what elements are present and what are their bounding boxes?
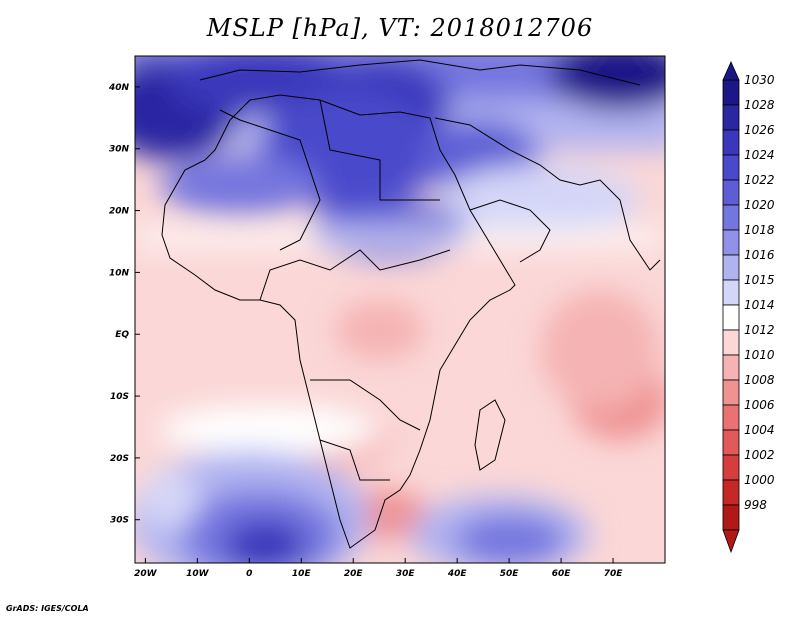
pressure-field (135, 56, 665, 563)
lon-tick-label: 30E (396, 569, 416, 579)
colorbar-label: 1012 (744, 323, 775, 337)
lat-tick-label: 30N (109, 145, 130, 155)
colorbar-swatch (722, 179, 740, 206)
colorbar-label: 1022 (744, 173, 775, 187)
coastlines (161, 59, 661, 549)
lat-tick-label: 10N (109, 268, 130, 278)
lat-tick-label: 20S (110, 454, 129, 464)
colorbar-label: 1014 (744, 298, 775, 312)
plot-frame (134, 55, 666, 564)
colorbar-swatch (722, 79, 740, 106)
lon-tick-label: 70E (604, 569, 624, 579)
colorbar-swatch (722, 429, 740, 456)
lon-tick-label: 0 (246, 569, 252, 579)
colorbar-swatch (722, 379, 740, 406)
colorbar-swatch (722, 304, 740, 331)
lon-tick-label: 10W (186, 569, 210, 579)
grads-credit: GrADS: IGES/COLA (6, 604, 89, 613)
lat-tick-label: 20N (109, 207, 130, 217)
colorbar-swatch (722, 154, 740, 181)
colorbar-label: 1002 (744, 448, 775, 462)
colorbar-swatch (722, 254, 740, 281)
colorbar-swatch (722, 504, 740, 531)
colorbar-swatch (722, 479, 740, 506)
colorbar-label: 1008 (744, 373, 775, 387)
lon-tick-label: 40E (447, 569, 468, 579)
lon-tick-label: 20W (134, 569, 158, 579)
colorbar-swatch (722, 354, 740, 381)
colorbar-swatch (722, 329, 740, 356)
colorbar-label: 1028 (744, 98, 775, 112)
colorbar-label: 1024 (744, 148, 775, 162)
colorbar-label: 1016 (744, 248, 775, 262)
lat-tick-label: 30S (110, 516, 129, 526)
latitude-axis: 40N 30N 20N 10N EQ 10S 20S 30S (108, 83, 140, 526)
colorbar-swatch (722, 229, 740, 256)
lon-tick-label: 60E (552, 569, 572, 579)
longitude-axis: 20W 10W 0 10E 20E 30E 40E 50E 60E 70E (134, 558, 623, 579)
colorbar-bottom-arrow (722, 529, 740, 554)
colorbar-label: 1030 (744, 73, 775, 87)
colorbar-label: 1015 (744, 273, 775, 287)
colorbar: 1030 1028 1026 1024 1022 1020 1018 1016 1015 1014… (722, 61, 775, 554)
colorbar-label: 998 (744, 498, 767, 512)
colorbar-top-arrow (722, 61, 740, 81)
colorbar-swatch (722, 204, 740, 231)
colorbar-label: 1006 (744, 398, 775, 412)
lon-tick-label: 20E (344, 569, 364, 579)
lon-tick-label: 10E (292, 569, 312, 579)
colorbar-label: 1000 (744, 473, 775, 487)
lat-tick-label: EQ (115, 330, 129, 340)
colorbar-label: 1020 (744, 198, 775, 212)
colorbar-label: 1026 (744, 123, 775, 137)
colorbar-swatch (722, 279, 740, 306)
colorbar-swatch (722, 404, 740, 431)
colorbar-label: 1018 (744, 223, 775, 237)
colorbar-swatch (722, 104, 740, 131)
colorbar-label: 1010 (744, 348, 775, 362)
lat-tick-label: 10S (110, 392, 129, 402)
colorbar-label: 1004 (744, 423, 775, 437)
lat-tick-label: 40N (108, 83, 130, 93)
lon-tick-label: 50E (500, 569, 520, 579)
map-title: MSLP [hPa], VT: 2018012706 (206, 14, 594, 42)
colorbar-swatch (722, 129, 740, 156)
colorbar-swatch (722, 454, 740, 481)
